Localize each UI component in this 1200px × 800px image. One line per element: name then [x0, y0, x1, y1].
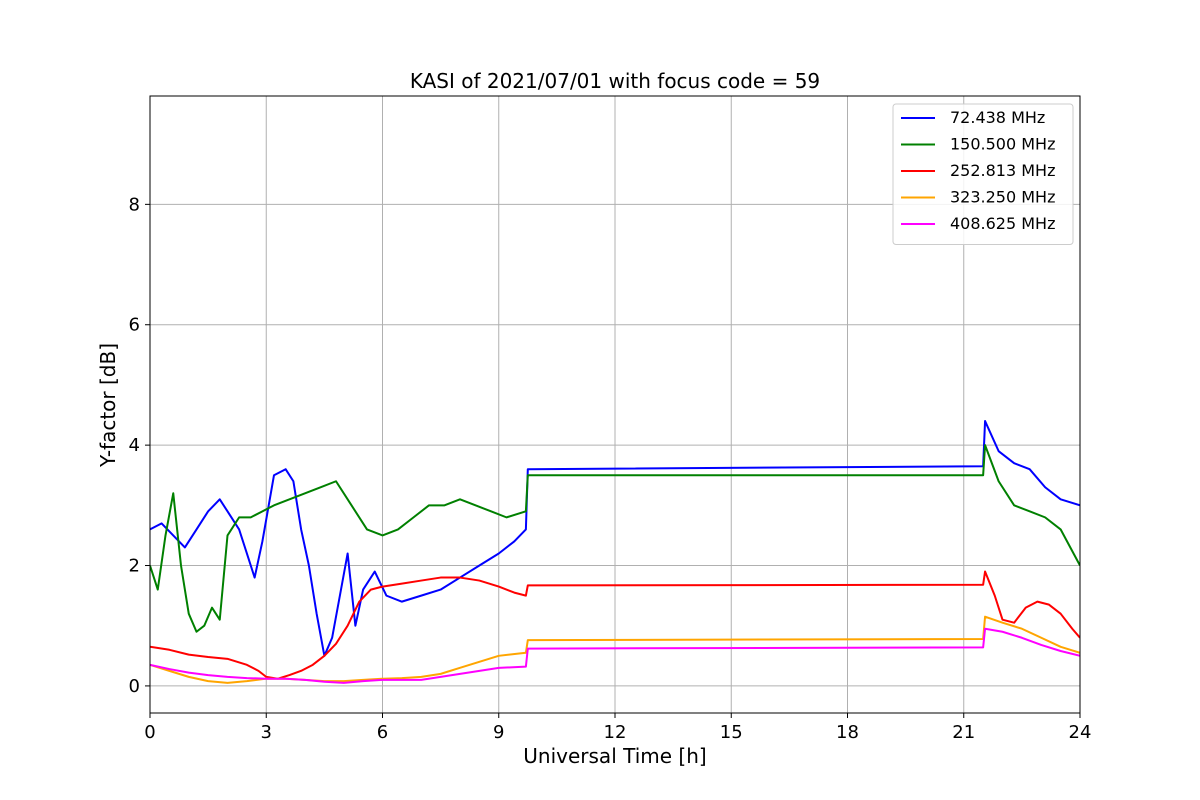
series-line-5 [150, 627, 1080, 684]
x-tick-label: 6 [377, 722, 388, 743]
legend-label: 323.250 MHz [950, 188, 1055, 207]
legend: 72.438 MHz 150.500 MHz 252.813 MHz 323.250 … [892, 103, 1074, 245]
series-line-4 [150, 615, 1080, 684]
y-tick-label: 4 [129, 435, 140, 456]
x-tick-label: 21 [952, 722, 975, 743]
y-tick-label: 0 [129, 676, 140, 697]
series-line-3 [150, 570, 1080, 680]
y-tick-label: 2 [129, 556, 140, 577]
legend-label: 72.438 MHz [950, 108, 1045, 127]
legend-label: 252.813 MHz [950, 161, 1055, 180]
x-axis-title: Universal Time [h] [523, 744, 706, 768]
x-tick-label: 9 [493, 722, 504, 743]
x-tick-label: 0 [144, 722, 155, 743]
y-axis-title: Y-factor [dB] [96, 343, 120, 468]
x-tick-label: 18 [836, 722, 859, 743]
x-tick-label: 24 [1069, 722, 1092, 743]
x-tick-label: 12 [604, 722, 627, 743]
y-tick-label: 6 [129, 315, 140, 336]
series-line-2 [150, 444, 1080, 633]
legend-label: 150.500 MHz [950, 135, 1055, 154]
chart-title: KASI of 2021/07/01 with focus code = 59 [410, 69, 820, 93]
y-tick-label: 8 [129, 194, 140, 215]
legend-box [892, 103, 1074, 245]
x-tick-label: 3 [261, 722, 272, 743]
legend-label: 408.625 MHz [950, 214, 1055, 233]
x-tick-label: 15 [720, 722, 743, 743]
series-lines [150, 420, 1080, 684]
